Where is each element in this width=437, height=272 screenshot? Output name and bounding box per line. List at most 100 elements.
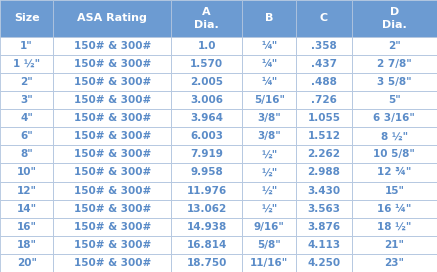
Bar <box>53 127 171 145</box>
Text: 150# & 300#: 150# & 300# <box>74 204 151 214</box>
Bar <box>296 73 352 91</box>
Text: 9.958: 9.958 <box>191 168 223 177</box>
Bar <box>352 37 437 55</box>
Bar <box>0 55 53 73</box>
Text: 4.113: 4.113 <box>308 240 340 250</box>
Bar <box>242 163 296 181</box>
Bar <box>53 0 171 37</box>
Bar <box>296 163 352 181</box>
Bar <box>53 91 171 109</box>
Bar <box>242 145 296 163</box>
Text: 7.919: 7.919 <box>190 149 223 159</box>
Bar <box>352 254 437 272</box>
Bar <box>242 254 296 272</box>
Text: .488: .488 <box>311 77 337 87</box>
Bar <box>242 37 296 55</box>
Text: ½": ½" <box>261 204 277 214</box>
Bar <box>171 91 242 109</box>
Bar <box>53 236 171 254</box>
Text: 16 ¼": 16 ¼" <box>377 204 412 214</box>
Bar <box>171 127 242 145</box>
Text: 6 3/16": 6 3/16" <box>374 113 415 123</box>
Text: 13.062: 13.062 <box>187 204 227 214</box>
Text: 150# & 300#: 150# & 300# <box>74 77 151 87</box>
Bar <box>53 73 171 91</box>
Text: 3.430: 3.430 <box>308 186 340 196</box>
Bar <box>53 181 171 200</box>
Bar <box>242 55 296 73</box>
Text: 3.563: 3.563 <box>308 204 340 214</box>
Bar <box>242 73 296 91</box>
Text: 12": 12" <box>17 186 37 196</box>
Text: 150# & 300#: 150# & 300# <box>74 149 151 159</box>
Text: 3": 3" <box>20 95 33 105</box>
Bar <box>53 254 171 272</box>
Text: 18": 18" <box>17 240 37 250</box>
Text: 12 ¾": 12 ¾" <box>377 168 412 177</box>
Bar <box>296 200 352 218</box>
Bar <box>242 200 296 218</box>
Bar <box>0 181 53 200</box>
Bar <box>53 145 171 163</box>
Bar <box>171 145 242 163</box>
Bar <box>171 109 242 127</box>
Text: 2.262: 2.262 <box>308 149 340 159</box>
Bar <box>352 127 437 145</box>
Bar <box>53 37 171 55</box>
Text: 4": 4" <box>20 113 33 123</box>
Text: ¼": ¼" <box>261 59 277 69</box>
Bar <box>171 37 242 55</box>
Text: A
Dia.: A Dia. <box>194 7 219 30</box>
Text: 4.250: 4.250 <box>308 258 340 268</box>
Bar <box>352 163 437 181</box>
Bar <box>0 163 53 181</box>
Text: 9/16": 9/16" <box>254 222 284 232</box>
Text: 8 ½": 8 ½" <box>381 131 408 141</box>
Text: C: C <box>320 13 328 23</box>
Bar <box>242 109 296 127</box>
Text: 6.003: 6.003 <box>190 131 223 141</box>
Bar <box>242 0 296 37</box>
Text: 1.0: 1.0 <box>198 41 216 51</box>
Text: B: B <box>265 13 274 23</box>
Text: 16": 16" <box>17 222 37 232</box>
Bar <box>0 0 53 37</box>
Bar <box>0 91 53 109</box>
Bar <box>53 218 171 236</box>
Text: 3.964: 3.964 <box>190 113 223 123</box>
Bar <box>0 236 53 254</box>
Text: 14.938: 14.938 <box>187 222 227 232</box>
Text: .726: .726 <box>311 95 337 105</box>
Bar <box>53 200 171 218</box>
Bar <box>0 145 53 163</box>
Text: 5/8": 5/8" <box>257 240 281 250</box>
Text: 5": 5" <box>388 95 401 105</box>
Bar <box>0 73 53 91</box>
Bar <box>0 127 53 145</box>
Text: 10 5/8": 10 5/8" <box>374 149 415 159</box>
Bar <box>352 218 437 236</box>
Bar <box>296 91 352 109</box>
Text: 5/16": 5/16" <box>254 95 284 105</box>
Text: 150# & 300#: 150# & 300# <box>74 41 151 51</box>
Bar <box>296 109 352 127</box>
Text: .437: .437 <box>311 59 337 69</box>
Text: 1 ½": 1 ½" <box>13 59 40 69</box>
Bar <box>171 236 242 254</box>
Text: 11.976: 11.976 <box>187 186 227 196</box>
Text: 1.570: 1.570 <box>190 59 223 69</box>
Text: ¼": ¼" <box>261 77 277 87</box>
Bar <box>0 37 53 55</box>
Text: 6": 6" <box>20 131 33 141</box>
Text: 3 5/8": 3 5/8" <box>377 77 412 87</box>
Bar <box>296 0 352 37</box>
Bar <box>53 55 171 73</box>
Text: 3.006: 3.006 <box>190 95 223 105</box>
Bar <box>242 236 296 254</box>
Text: 3/8": 3/8" <box>257 131 281 141</box>
Bar <box>171 218 242 236</box>
Text: 150# & 300#: 150# & 300# <box>74 113 151 123</box>
Text: 150# & 300#: 150# & 300# <box>74 95 151 105</box>
Text: 2 7/8": 2 7/8" <box>377 59 412 69</box>
Text: 23": 23" <box>385 258 404 268</box>
